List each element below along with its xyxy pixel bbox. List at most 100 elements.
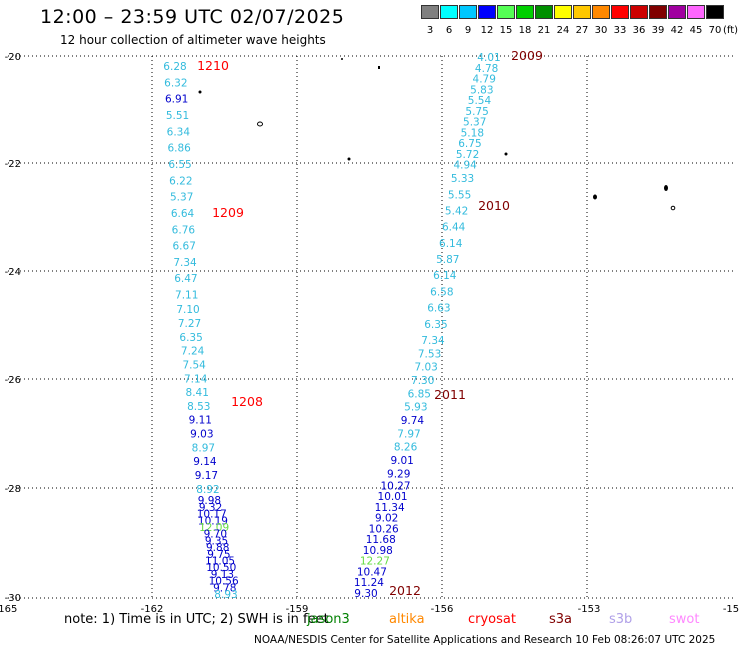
wave-height-value: 10.27 [380, 480, 410, 492]
wave-height-value: 7.10 [176, 304, 199, 316]
island [257, 121, 263, 127]
legend-label: 9 [464, 25, 472, 36]
legend-label: 3 [426, 25, 434, 36]
wave-height-value: 6.35 [179, 332, 202, 344]
lon-tick-label: -162 [141, 604, 164, 615]
wave-height-value: 9.17 [195, 470, 218, 482]
lon-tick-label: -153 [578, 604, 601, 615]
wave-height-value: 10.26 [369, 523, 399, 535]
wave-height-value: 9.14 [193, 456, 217, 468]
wave-height-value: 6.64 [171, 208, 195, 220]
wave-height-value: 7.97 [397, 428, 420, 440]
wave-height-value: 7.34 [173, 257, 197, 269]
wave-height-value: 10.98 [363, 545, 393, 557]
wave-height-value: 4.94 [453, 160, 477, 172]
legend-swatch [554, 5, 572, 19]
altimeter-tracks: 6.28 6.32 6.91 5.51 6.34 6.86 6.55 6.22 5.37 6.64… [163, 52, 500, 601]
wave-height-value: 7.54 [182, 359, 206, 371]
wave-height-value: 6.63 [427, 303, 450, 315]
pass-time-label: 2009 [511, 48, 543, 63]
satellite-label: swot [669, 612, 700, 627]
wave-height-value: 5.93 [404, 402, 427, 414]
lat-tick-label: -22 [5, 159, 21, 170]
island [504, 152, 508, 156]
legend-swatch [535, 5, 553, 19]
legend-swatch [497, 5, 515, 19]
wave-height-value: 5.37 [463, 117, 486, 129]
wave-height-value: 10.50 [206, 562, 236, 574]
legend-swatch [516, 5, 534, 19]
legend-swatch [706, 5, 724, 19]
legend-swatch [459, 5, 477, 19]
wave-height-value: 12.27 [360, 556, 390, 568]
pass-time-label: 1210 [197, 58, 229, 73]
wave-height-value: 6.32 [164, 77, 187, 89]
wave-height-value: 9.13 [211, 569, 234, 581]
lat-tick-label: -24 [5, 267, 21, 278]
legend-label: 18 [518, 25, 532, 36]
wave-height-value: 9.75 [207, 549, 230, 561]
legend-label: 24 [556, 25, 570, 36]
wave-height-value: 9.32 [199, 502, 222, 514]
map-subtitle: 12 hour collection of altimeter wave hei… [60, 33, 326, 47]
footer-note: note: 1) Time is in UTC; 2) SWH is in fe… [64, 612, 329, 627]
wave-height-value: 7.27 [178, 318, 201, 330]
pass-time-labels: 1210 1209 1208 2009 2010 2011 2012 [197, 48, 543, 598]
pass-time-label: 1209 [212, 205, 244, 220]
wave-height-value: 8.26 [394, 442, 418, 454]
wave-height-value: 11.24 [354, 577, 384, 589]
wave-height-value: 9.70 [204, 529, 227, 541]
wave-height-value: 4.01 [477, 52, 500, 64]
wave-height-value: 6.34 [167, 126, 191, 138]
wave-height-value: 8.97 [192, 442, 215, 454]
legend-swatch [592, 5, 610, 19]
satellite-label: jason3 [307, 612, 350, 627]
wave-height-value: 6.28 [163, 61, 186, 73]
legend-label: 30 [594, 25, 608, 36]
wave-height-value: 6.44 [442, 222, 466, 234]
pass-time-label: 2010 [478, 198, 510, 213]
wave-height-value: 9.30 [354, 588, 377, 600]
wave-height-value: 7.11 [175, 290, 198, 302]
legend-label: 27 [575, 25, 589, 36]
wave-height-value: 7.53 [418, 348, 441, 360]
wave-height-value: 9.11 [189, 415, 212, 427]
wave-height-value: 6.58 [430, 286, 453, 298]
legend-label: 21 [537, 25, 551, 36]
legend-swatch [611, 5, 629, 19]
islands [198, 58, 676, 211]
wave-height-value: 5.83 [470, 84, 493, 96]
island [378, 66, 380, 69]
wave-height-value: 6.67 [173, 241, 196, 253]
wave-height-value: 4.79 [473, 74, 496, 86]
legend-swatch [649, 5, 667, 19]
wave-height-value: 8.53 [187, 401, 210, 413]
satellite-label: s3a [549, 612, 573, 627]
wave-height-value: 10.01 [378, 491, 408, 503]
pass-time-label: 2012 [389, 583, 421, 598]
legend-swatch [630, 5, 648, 19]
legend-label: 70 [708, 25, 722, 36]
wave-height-value: 8.41 [186, 387, 209, 399]
wave-height-value: 7.24 [181, 346, 205, 358]
wave-height-value: 9.29 [387, 468, 410, 480]
wave-height-value: 6.75 [458, 138, 481, 150]
lat-tick-label: -26 [5, 375, 21, 386]
wave-height-value: 5.72 [456, 149, 479, 161]
wave-height-value: 9.74 [401, 415, 425, 427]
wave-height-value: 9.78 [213, 582, 236, 594]
legend-label: 6 [445, 25, 453, 36]
wave-height-value: 5.37 [170, 192, 193, 204]
satellite-label: altika [389, 612, 425, 627]
legend-swatch [478, 5, 496, 19]
wave-height-value: 6.86 [167, 143, 191, 155]
wave-height-value: 6.91 [165, 94, 188, 106]
satellite-label: cryosat [468, 612, 516, 627]
lon-tick-label: -159 [286, 604, 309, 615]
wave-height-value: 6.14 [433, 270, 457, 282]
island [664, 185, 668, 191]
lat-lon-grid [8, 55, 736, 599]
island [670, 205, 676, 211]
pass-time-label: 2011 [434, 387, 466, 402]
